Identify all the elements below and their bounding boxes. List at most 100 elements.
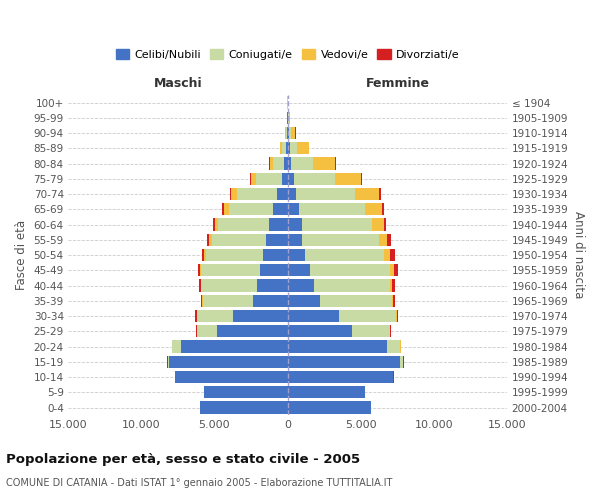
Bar bbox=[390, 280, 392, 291]
Bar bbox=[218, 218, 269, 230]
Bar bbox=[198, 264, 200, 276]
Bar bbox=[335, 158, 336, 170]
Bar bbox=[339, 310, 396, 322]
Bar bbox=[383, 218, 386, 230]
Bar bbox=[237, 188, 277, 200]
Bar bbox=[206, 234, 209, 246]
Bar bbox=[287, 203, 299, 215]
Bar bbox=[400, 356, 403, 368]
Bar bbox=[287, 325, 352, 338]
Bar bbox=[296, 188, 355, 200]
Bar bbox=[372, 218, 383, 230]
Bar bbox=[355, 188, 379, 200]
Bar bbox=[287, 386, 365, 398]
Bar bbox=[397, 310, 398, 322]
Bar bbox=[284, 158, 287, 170]
Bar bbox=[291, 127, 295, 139]
Bar bbox=[197, 325, 217, 338]
Bar bbox=[214, 218, 215, 230]
Bar bbox=[167, 356, 169, 368]
Bar bbox=[215, 218, 218, 230]
Text: Maschi: Maschi bbox=[154, 78, 202, 90]
Bar bbox=[200, 402, 287, 413]
Bar bbox=[352, 325, 390, 338]
Bar bbox=[382, 203, 385, 215]
Bar bbox=[394, 264, 398, 276]
Bar bbox=[181, 340, 287, 352]
Bar bbox=[390, 264, 394, 276]
Bar bbox=[365, 203, 382, 215]
Bar bbox=[286, 142, 287, 154]
Bar bbox=[290, 142, 297, 154]
Bar bbox=[201, 264, 260, 276]
Bar bbox=[282, 172, 287, 185]
Bar bbox=[197, 310, 233, 322]
Bar bbox=[287, 188, 296, 200]
Bar bbox=[379, 188, 380, 200]
Legend: Celibi/Nubili, Coniugati/e, Vedovi/e, Divorziati/e: Celibi/Nubili, Coniugati/e, Vedovi/e, Di… bbox=[112, 46, 463, 64]
Bar bbox=[203, 294, 253, 307]
Bar bbox=[287, 294, 320, 307]
Bar bbox=[287, 356, 400, 368]
Bar bbox=[200, 264, 201, 276]
Bar bbox=[310, 264, 390, 276]
Bar bbox=[289, 127, 291, 139]
Bar bbox=[250, 172, 251, 185]
Bar bbox=[385, 249, 390, 261]
Bar bbox=[277, 188, 287, 200]
Bar bbox=[390, 249, 395, 261]
Bar bbox=[393, 294, 395, 307]
Bar bbox=[233, 310, 287, 322]
Bar bbox=[297, 142, 309, 154]
Bar bbox=[231, 188, 237, 200]
Bar bbox=[392, 294, 393, 307]
Bar bbox=[273, 158, 284, 170]
Bar bbox=[280, 142, 281, 154]
Bar bbox=[256, 172, 282, 185]
Bar bbox=[175, 371, 287, 383]
Y-axis label: Fasce di età: Fasce di età bbox=[15, 220, 28, 290]
Bar bbox=[287, 142, 290, 154]
Bar bbox=[201, 280, 257, 291]
Bar bbox=[260, 264, 287, 276]
Bar bbox=[202, 249, 204, 261]
Bar bbox=[388, 234, 391, 246]
Bar bbox=[287, 340, 388, 352]
Bar bbox=[392, 280, 395, 291]
Bar bbox=[257, 280, 287, 291]
Bar bbox=[379, 234, 388, 246]
Bar bbox=[172, 340, 181, 352]
Bar bbox=[222, 203, 224, 215]
Bar bbox=[302, 234, 379, 246]
Bar bbox=[320, 294, 392, 307]
Bar bbox=[305, 249, 385, 261]
Bar bbox=[287, 280, 314, 291]
Bar bbox=[209, 234, 212, 246]
Bar bbox=[287, 158, 292, 170]
Bar bbox=[266, 234, 287, 246]
Bar bbox=[388, 340, 400, 352]
Bar bbox=[293, 172, 335, 185]
Bar bbox=[335, 172, 361, 185]
Bar bbox=[281, 142, 286, 154]
Bar bbox=[361, 172, 362, 185]
Bar bbox=[287, 264, 310, 276]
Bar bbox=[299, 203, 365, 215]
Bar bbox=[229, 203, 273, 215]
Text: Femmine: Femmine bbox=[365, 78, 430, 90]
Bar bbox=[287, 172, 293, 185]
Bar bbox=[251, 172, 256, 185]
Bar bbox=[287, 127, 289, 139]
Bar bbox=[217, 325, 287, 338]
Bar bbox=[287, 310, 339, 322]
Bar bbox=[289, 112, 290, 124]
Bar bbox=[196, 310, 197, 322]
Bar bbox=[224, 203, 229, 215]
Bar bbox=[292, 158, 313, 170]
Bar bbox=[287, 249, 305, 261]
Bar bbox=[286, 127, 287, 139]
Bar bbox=[200, 280, 201, 291]
Bar bbox=[313, 158, 335, 170]
Bar bbox=[270, 158, 273, 170]
Bar bbox=[263, 249, 287, 261]
